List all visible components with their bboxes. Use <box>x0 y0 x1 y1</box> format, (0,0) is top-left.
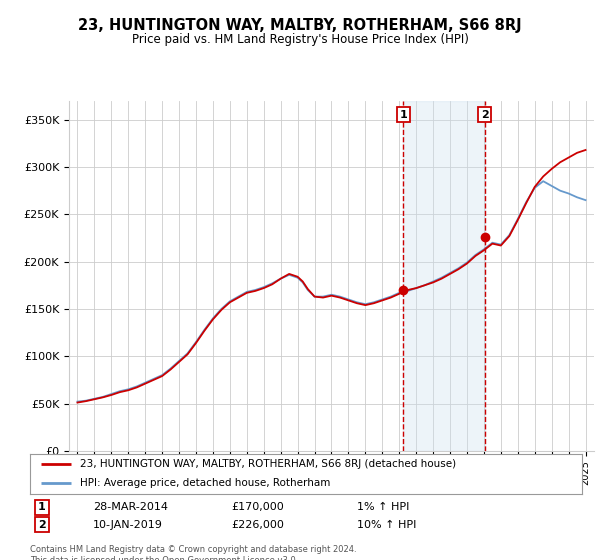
Text: 23, HUNTINGTON WAY, MALTBY, ROTHERHAM, S66 8RJ (detached house): 23, HUNTINGTON WAY, MALTBY, ROTHERHAM, S… <box>80 460 456 469</box>
Text: £170,000: £170,000 <box>231 502 284 512</box>
Text: £226,000: £226,000 <box>231 520 284 530</box>
Text: HPI: Average price, detached house, Rotherham: HPI: Average price, detached house, Roth… <box>80 478 330 488</box>
Bar <box>403 101 485 451</box>
Text: Price paid vs. HM Land Registry's House Price Index (HPI): Price paid vs. HM Land Registry's House … <box>131 32 469 46</box>
Text: 23, HUNTINGTON WAY, MALTBY, ROTHERHAM, S66 8RJ: 23, HUNTINGTON WAY, MALTBY, ROTHERHAM, S… <box>78 18 522 32</box>
Text: 1: 1 <box>400 110 407 119</box>
Text: 2: 2 <box>38 520 46 530</box>
Text: 1: 1 <box>38 502 46 512</box>
Text: 1% ↑ HPI: 1% ↑ HPI <box>357 502 409 512</box>
Text: 28-MAR-2014: 28-MAR-2014 <box>93 502 168 512</box>
Text: 10-JAN-2019: 10-JAN-2019 <box>93 520 163 530</box>
Text: 10% ↑ HPI: 10% ↑ HPI <box>357 520 416 530</box>
Text: 2: 2 <box>481 110 488 119</box>
Text: Contains HM Land Registry data © Crown copyright and database right 2024.
This d: Contains HM Land Registry data © Crown c… <box>30 545 356 560</box>
